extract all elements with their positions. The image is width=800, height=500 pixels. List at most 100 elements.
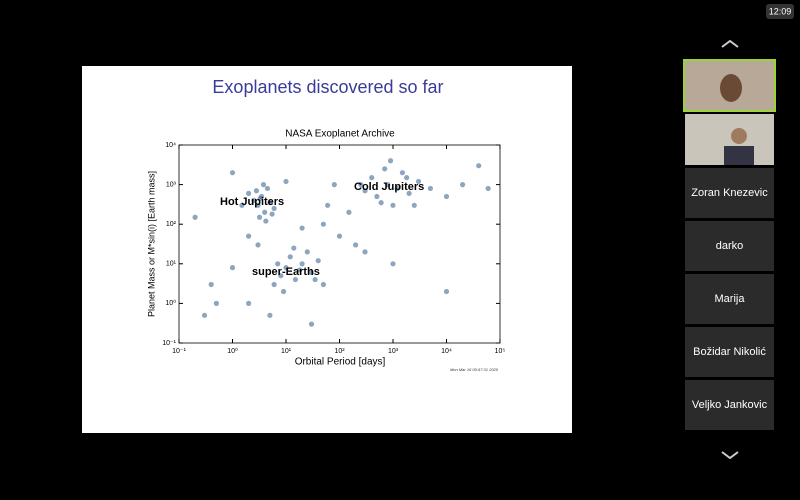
clock: 12:09 — [769, 6, 792, 16]
scroll-down[interactable] — [721, 451, 739, 460]
point — [291, 245, 297, 251]
x-axis-label: Orbital Period [days] — [295, 357, 386, 368]
point — [292, 276, 299, 283]
point — [269, 211, 275, 217]
point — [275, 261, 281, 267]
point — [283, 178, 289, 185]
point — [385, 182, 391, 188]
slide-title: Exoplanets discovered so far — [212, 77, 443, 97]
point — [246, 300, 252, 306]
point — [213, 300, 219, 306]
point — [267, 200, 273, 206]
slide — [82, 66, 572, 433]
point — [404, 175, 410, 181]
point — [255, 202, 261, 208]
point — [257, 195, 263, 201]
point — [325, 202, 331, 208]
y-axis-label: Planet Mass or M*sin(i) [Earth mass] — [146, 171, 156, 317]
point — [299, 261, 305, 267]
point — [358, 182, 364, 188]
point — [443, 288, 450, 295]
participant-tile[interactable] — [685, 168, 774, 218]
x-tick-label: 10¹ — [281, 348, 292, 355]
point — [394, 185, 400, 192]
video-person — [731, 128, 747, 144]
participant-tile[interactable] — [685, 380, 774, 430]
participant-tile[interactable] — [685, 327, 774, 377]
point — [308, 269, 315, 276]
point — [331, 182, 337, 188]
participant-name: darko — [716, 240, 744, 252]
participant-name: Marija — [715, 293, 746, 305]
point — [460, 182, 466, 188]
x-tick-label: 10³ — [388, 348, 399, 355]
y-tick-label: 10⁰ — [165, 299, 176, 307]
point — [362, 249, 368, 255]
y-tick-label: 10¹ — [166, 261, 177, 268]
point — [315, 258, 321, 264]
point — [320, 221, 326, 227]
point — [262, 209, 268, 215]
point — [229, 170, 236, 176]
point — [263, 218, 269, 224]
point — [390, 202, 396, 208]
participant-name: Veljko Jankovic — [692, 399, 768, 411]
point — [415, 178, 422, 185]
point — [387, 158, 394, 164]
point — [382, 166, 388, 172]
point — [297, 267, 303, 273]
annotation: Cold Jupiters — [354, 181, 424, 193]
point — [411, 202, 417, 208]
point — [299, 225, 305, 231]
point — [374, 193, 380, 200]
y-tick-label: 10⁴ — [165, 142, 176, 149]
point — [251, 197, 257, 203]
point — [192, 214, 198, 220]
point — [406, 190, 412, 196]
point — [283, 265, 289, 271]
point — [256, 214, 263, 220]
point — [443, 193, 450, 200]
timestamp: Mon Mar 16 00:57:31 2020 — [450, 367, 499, 372]
point — [246, 233, 252, 239]
x-tick-label: 10⁰ — [227, 347, 238, 355]
chart-title: NASA Exoplanet Archive — [285, 129, 395, 140]
video-person — [720, 74, 742, 102]
point — [476, 163, 482, 169]
participant-tile[interactable] — [685, 221, 774, 271]
point — [353, 242, 359, 248]
scroll-up[interactable] — [721, 39, 739, 48]
participant-name: Božidar Nikolić — [693, 346, 766, 358]
point — [267, 312, 273, 318]
point — [278, 273, 284, 279]
y-tick-label: 10² — [166, 221, 177, 228]
point — [253, 188, 260, 194]
point — [336, 233, 343, 239]
point — [287, 254, 293, 260]
y-tick-label: 10³ — [166, 181, 177, 188]
point — [208, 281, 214, 288]
point — [271, 281, 277, 288]
x-tick-label: 10⁵ — [495, 348, 506, 355]
point — [255, 242, 261, 248]
point — [304, 249, 310, 255]
point — [312, 276, 318, 283]
point — [362, 188, 368, 194]
participant-tile[interactable] — [685, 274, 774, 324]
point — [280, 288, 287, 295]
point — [378, 200, 384, 206]
annotation: super-Earths — [252, 266, 320, 278]
point — [229, 265, 236, 271]
point — [246, 190, 252, 196]
point — [320, 281, 326, 288]
point — [201, 312, 208, 318]
point — [264, 185, 271, 192]
point — [308, 321, 315, 327]
point — [369, 175, 375, 181]
point — [485, 185, 491, 192]
clock-box — [766, 4, 794, 19]
participant-list: Zoran Knezevic darko Marija Božidar Nikolić… — [685, 168, 774, 430]
plot: 10⁻¹ 10⁰ 10¹ 10² 10³ 10⁴ 10⁵ 10⁻¹ 10⁰ 10¹ 10² 10³ 10… — [162, 142, 505, 355]
